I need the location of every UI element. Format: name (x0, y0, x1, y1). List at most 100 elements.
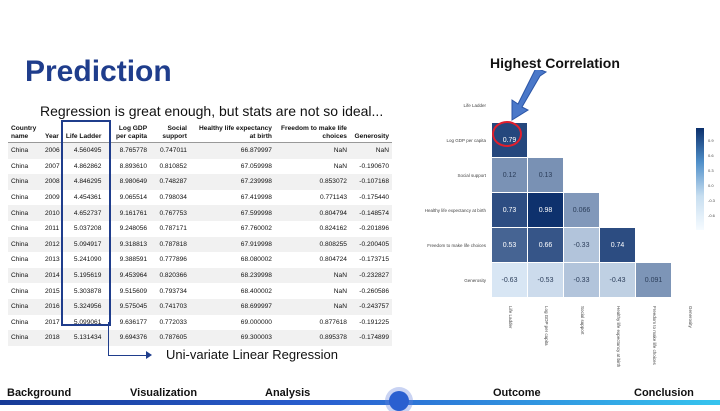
table-cell: 2009 (44, 194, 60, 202)
heatmap-cell: -0.53 (528, 263, 564, 298)
progress-bar (0, 400, 720, 405)
heatmap-cell: 0.066 (564, 193, 600, 228)
heatmap-row-label: Generosity (464, 277, 486, 283)
table-cell: 0.853072 (274, 174, 350, 190)
table-cell: 69.300003 (189, 330, 275, 346)
column-header: Country name (8, 124, 42, 143)
nav-item-visualization[interactable]: Visualization (130, 387, 198, 399)
table-cell: 67.419998 (240, 194, 272, 202)
nav-item-analysis[interactable]: Analysis (265, 387, 311, 399)
table-cell: 0.767753 (150, 205, 190, 221)
table-cell: 0.895378 (274, 330, 350, 346)
table-cell: NaN (274, 298, 350, 315)
heatmap-cell: 0.74 (600, 228, 636, 263)
table-cell: 68.699997 (189, 298, 275, 315)
table-cell: -0.191225 (359, 318, 389, 326)
table-cell: China (8, 174, 42, 190)
table-cell: 9.065514 (119, 194, 148, 202)
table-cell: -0.174899 (349, 330, 392, 346)
table-row: China 2011 5.037208 9.248056 0.787171 67.7600… (8, 221, 392, 237)
table-cell: 5.094917 (62, 236, 105, 253)
table-cell: 0.747011 (150, 142, 190, 159)
slide-subtitle: Regression is great enough, but stats ar… (40, 103, 384, 119)
table-row: China 2017 5.099061 9.636177 0.772033 69.0000… (8, 315, 392, 331)
colorbar (696, 128, 704, 230)
column-header: Year (41, 124, 63, 143)
table-cell: NaN (349, 142, 392, 159)
table-cell: 4.846295 (62, 174, 105, 190)
table-cell: 2010 (41, 205, 63, 221)
table-cell: 0.771143 (319, 194, 347, 202)
table-cell: China (11, 162, 29, 170)
table-cell: 0.777896 (159, 256, 187, 264)
heatmap-cell: 0.98 (528, 193, 564, 228)
table-cell: 68.239998 (189, 267, 275, 284)
table-cell: 5.324956 (62, 298, 105, 315)
table-cell: 5.195619 (62, 267, 105, 284)
heatmap-cell: -0.33 (564, 228, 600, 263)
table-cell: 2007 (44, 162, 60, 170)
colorbar-tick-label: -0.6 (708, 213, 715, 218)
table-row: China 2018 5.131434 9.694376 0.787605 69.3000… (8, 330, 392, 346)
colorbar-tick-label: 0.9 (708, 138, 714, 143)
table-cell: NaN (333, 162, 347, 170)
table-cell: 9.515609 (119, 287, 148, 295)
table-cell: 0.810852 (159, 162, 187, 170)
table-cell: -0.260586 (359, 287, 389, 295)
column-header: Freedom to make life choices (274, 124, 350, 143)
nav-item-outcome[interactable]: Outcome (493, 387, 541, 399)
slide-title: Prediction (25, 55, 172, 88)
table-cell: 5.099061 (73, 318, 102, 326)
heatmap-row-label: Life Ladder (463, 102, 486, 108)
table-cell: 9.694376 (104, 330, 151, 346)
table-cell: 0.808255 (274, 236, 350, 253)
table-cell: 5.303878 (73, 287, 102, 295)
table-cell: 2012 (41, 236, 63, 253)
table-cell: 0.741703 (150, 298, 190, 315)
nav-item-background[interactable]: Background (7, 387, 72, 399)
colorbar-tick-label: 0.3 (708, 168, 714, 173)
table-header-row: Country name Year Life Ladder Log GDP pe… (8, 124, 392, 143)
table-cell: 67.239998 (189, 174, 275, 190)
table-cell: 5.241090 (73, 256, 102, 264)
table-row: China 2013 5.241090 9.388591 0.777896 68.0800… (8, 252, 392, 268)
table-cell: 9.318813 (104, 236, 151, 253)
table-cell: -0.107168 (349, 174, 392, 190)
table-cell: 68.400002 (240, 287, 272, 295)
heatmap-cell: 0.091 (636, 263, 672, 298)
table-cell: 2013 (44, 256, 60, 264)
table-cell: 0.772033 (159, 318, 187, 326)
table-cell: 2014 (41, 267, 63, 284)
table-cell: 0.804724 (319, 256, 347, 264)
table-cell: 0.787171 (159, 225, 187, 233)
heatmap-column-label: Life Ladder (508, 306, 513, 329)
table-cell: -0.200405 (349, 236, 392, 253)
table-cell: 8.980649 (104, 174, 151, 190)
table-cell: 4.454361 (73, 194, 102, 202)
table-cell: 68.080002 (240, 256, 272, 264)
table-cell: 0.877618 (319, 318, 347, 326)
table-cell: 4.652737 (62, 205, 105, 221)
table-cell: 0.820366 (150, 267, 190, 284)
annotation-line (108, 355, 148, 356)
table-cell: China (8, 142, 42, 159)
table-cell: 67.760002 (240, 225, 272, 233)
nav-item-conclusion[interactable]: Conclusion (634, 387, 694, 399)
colorbar-tick-label: -0.3 (708, 198, 715, 203)
table-row: China 2015 5.303878 9.515609 0.793734 68.4000… (8, 283, 392, 299)
heatmap-column-label: Social support (580, 306, 585, 335)
data-table-container: Country name Year Life Ladder Log GDP pe… (8, 124, 392, 346)
colorbar-tick-label: 0.0 (708, 183, 714, 188)
table-cell: China (11, 225, 29, 233)
table-cell: 9.575045 (104, 298, 151, 315)
table-cell: China (8, 298, 42, 315)
annotation-arrowhead (146, 351, 152, 359)
heatmap-cell: 0.73 (492, 193, 528, 228)
table-cell: China (8, 205, 42, 221)
section-nav: Background Visualization Analysis Outcom… (0, 382, 720, 405)
heatmap-row-label: Social support (457, 172, 486, 178)
heatmap-column-label: Healthy life expectancy at birth (616, 306, 621, 368)
heatmap-cell: -0.33 (564, 263, 600, 298)
highest-correlation-label: Highest Correlation (490, 55, 620, 71)
heatmap-cell: 0.12 (492, 158, 528, 193)
